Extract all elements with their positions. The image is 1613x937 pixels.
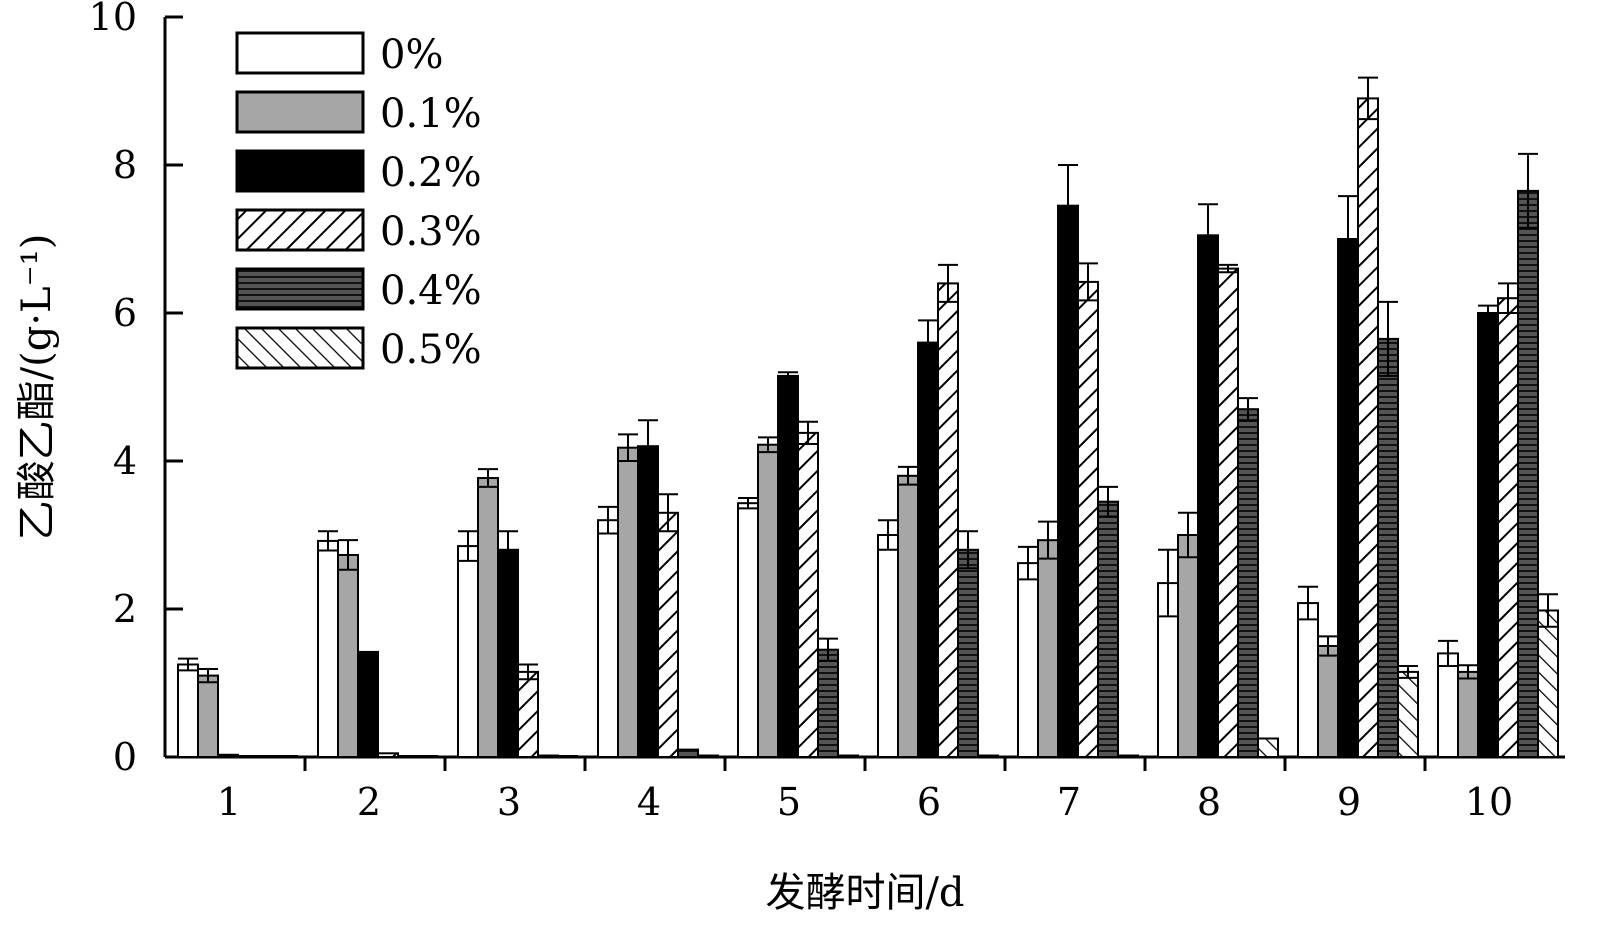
bar	[1297, 602, 1319, 759]
x-axis-title: 发酵时间/d	[765, 870, 964, 916]
bar	[677, 748, 699, 758]
x-tick-label: 3	[497, 780, 521, 824]
bar	[757, 443, 779, 758]
bar	[597, 519, 619, 759]
legend-label: 0.5%	[380, 327, 482, 373]
x-tick-label: 6	[917, 780, 941, 824]
legend-label: 0.4%	[380, 268, 482, 314]
bar	[377, 752, 399, 758]
bar	[1377, 337, 1399, 758]
bar	[1397, 670, 1419, 759]
bar	[1177, 534, 1199, 758]
legend-label: 0.1%	[380, 91, 482, 137]
bar	[477, 477, 499, 758]
bar	[777, 374, 799, 758]
x-tick-label: 1	[217, 780, 241, 824]
bar	[1477, 312, 1499, 758]
bar	[1057, 204, 1079, 758]
bar	[357, 650, 379, 758]
bar	[1437, 652, 1459, 759]
bar	[657, 511, 679, 758]
bar	[1537, 609, 1559, 758]
bar	[957, 548, 979, 758]
y-tick-label: 8	[113, 143, 137, 187]
bar	[1517, 189, 1539, 758]
bar	[1357, 97, 1379, 758]
bar	[977, 754, 999, 759]
bar	[1497, 297, 1519, 758]
x-tick-label: 9	[1337, 780, 1361, 824]
bar	[1017, 562, 1039, 758]
legend: 0% 0.1% 0.2% 0.3% 0.4% 0.5%	[235, 31, 482, 373]
bars	[177, 76, 1559, 759]
y-tick-label: 4	[113, 439, 137, 483]
bar	[197, 674, 219, 758]
bar	[897, 474, 919, 758]
bar	[177, 663, 199, 758]
bar	[1237, 408, 1259, 758]
bar	[337, 553, 359, 758]
legend-swatch	[235, 149, 365, 193]
legend-label: 0.3%	[380, 209, 482, 255]
x-tick-label: 5	[777, 780, 801, 824]
bar	[317, 539, 339, 758]
bar	[797, 431, 819, 758]
bar	[1337, 238, 1359, 758]
x-tick-label: 4	[637, 780, 661, 824]
bar	[637, 445, 659, 758]
bar	[217, 753, 239, 759]
legend-swatch	[235, 326, 365, 370]
legend-swatch	[235, 90, 365, 134]
bar	[1217, 267, 1239, 758]
bar	[457, 545, 479, 758]
legend-label: 0.2%	[380, 150, 482, 196]
x-tick-label: 7	[1057, 780, 1081, 824]
bar	[737, 502, 759, 758]
bar	[537, 754, 559, 759]
bar	[1257, 737, 1279, 758]
bar	[1117, 754, 1139, 759]
y-tick-label: 2	[113, 587, 137, 631]
bar	[697, 754, 719, 759]
bar	[837, 754, 859, 759]
bar	[1197, 234, 1219, 759]
legend-swatch	[235, 267, 365, 311]
bar	[817, 648, 839, 759]
bar	[877, 534, 899, 758]
x-tick-label: 10	[1465, 780, 1513, 824]
legend-swatch	[235, 31, 365, 75]
y-tick-label: 0	[113, 735, 137, 779]
bar	[517, 670, 539, 759]
x-tick-label: 8	[1197, 780, 1221, 824]
legend-swatch	[235, 208, 365, 252]
bar	[1037, 539, 1059, 758]
bar	[1457, 670, 1479, 759]
bar	[1317, 645, 1339, 758]
legend-label: 0%	[380, 32, 443, 78]
bar	[1077, 280, 1099, 758]
y-axis-title: 乙酸乙酯/(g·L⁻¹)	[14, 234, 60, 541]
y-tick-label: 6	[113, 291, 137, 335]
bar	[617, 446, 639, 758]
y-tick-label: 10	[89, 0, 137, 39]
bar	[497, 548, 519, 758]
x-tick-label: 2	[357, 780, 381, 824]
bar	[917, 341, 939, 758]
bar	[937, 282, 959, 758]
bar	[1097, 500, 1119, 759]
